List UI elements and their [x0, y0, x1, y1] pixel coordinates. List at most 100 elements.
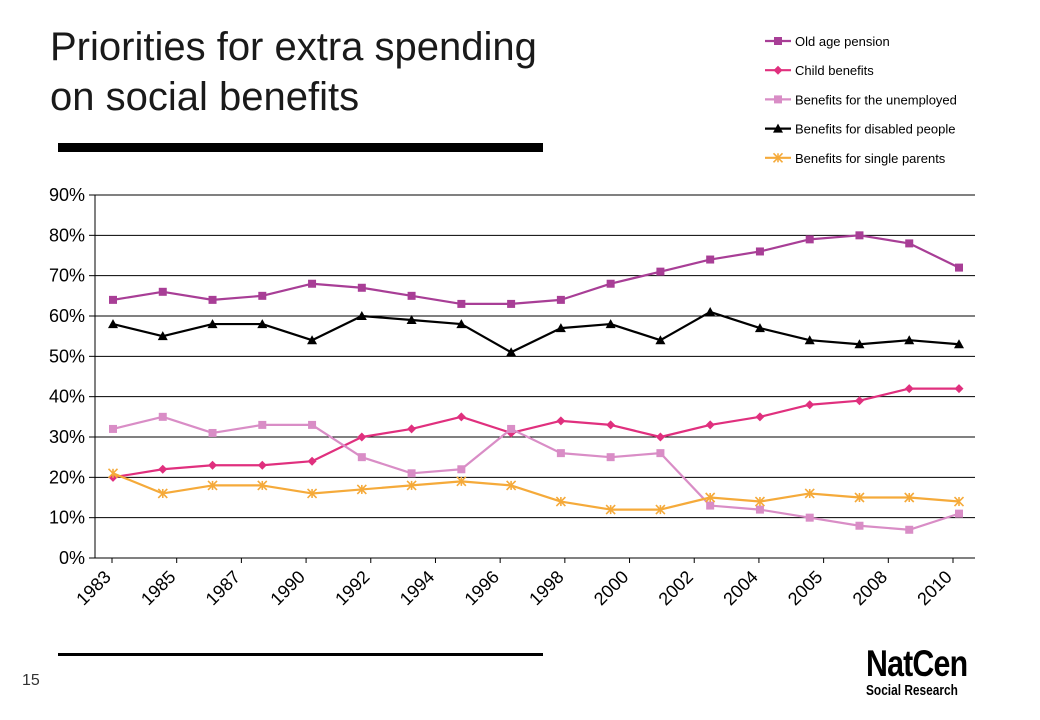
data-point-child-benefits [854, 396, 864, 406]
data-point-child-benefits [257, 460, 267, 470]
data-point-benefits-for-disabled-people [655, 335, 666, 345]
x-tick-label: 2000 [590, 567, 632, 609]
data-point-benefits-for-the-unemployed [556, 449, 565, 458]
legend-marker-benefits-for-the-unemployed [774, 95, 782, 104]
data-point-benefits-for-the-unemployed [109, 424, 117, 433]
data-point-child-benefits [556, 416, 566, 426]
title-line-2: on social benefits [50, 75, 360, 119]
footer-divider [58, 653, 543, 656]
data-point-benefits-for-the-unemployed [606, 453, 615, 462]
data-point-child-benefits [805, 400, 815, 410]
data-point-benefits-for-the-unemployed [457, 465, 466, 474]
slide-number: 15 [22, 672, 40, 689]
data-point-benefits-for-the-unemployed [507, 424, 516, 433]
data-point-benefits-for-single-parents [655, 504, 666, 515]
data-point-benefits-for-disabled-people [108, 319, 118, 329]
data-point-benefits-for-single-parents [306, 488, 318, 499]
data-point-benefits-for-single-parents [207, 480, 218, 491]
series-line-benefits-for-disabled-people [112, 310, 960, 354]
x-tick-label: 1994 [396, 567, 438, 609]
data-point-benefits-for-single-parents [157, 488, 168, 499]
data-point-old-age-pension [556, 295, 565, 304]
x-tick-label: 2004 [719, 567, 761, 609]
data-point-benefits-for-single-parents [605, 504, 616, 515]
legend-marker-benefits-for-single-parents [772, 152, 784, 163]
data-point-old-age-pension [805, 235, 814, 244]
y-tick-label: 10% [49, 508, 85, 528]
data-point-child-benefits [407, 424, 417, 434]
data-point-child-benefits [655, 432, 665, 442]
data-point-benefits-for-single-parents [705, 492, 716, 503]
data-point-benefits-for-the-unemployed [955, 509, 963, 518]
data-point-benefits-for-the-unemployed [855, 521, 864, 530]
data-point-benefits-for-disabled-people [605, 319, 616, 329]
data-point-benefits-for-disabled-people [804, 335, 815, 345]
data-point-benefits-for-single-parents [406, 480, 417, 491]
x-tick-label: 1996 [461, 567, 503, 609]
logo-tagline: Social Research [866, 683, 958, 699]
x-tick-label: 2005 [784, 567, 826, 609]
x-tick-label: 1992 [331, 567, 373, 609]
legend-label-benefits-for-the-unemployed: Benefits for the unemployed [795, 92, 957, 107]
y-tick-label: 60% [49, 306, 85, 326]
data-point-child-benefits [357, 432, 367, 442]
series-line-old-age-pension [112, 234, 960, 305]
data-point-benefits-for-disabled-people [705, 306, 716, 316]
x-tick-label: 2010 [913, 567, 955, 609]
data-point-benefits-for-single-parents [804, 488, 815, 499]
legend-label-benefits-for-single-parents: Benefits for single parents [795, 151, 946, 166]
y-tick-label: 80% [49, 225, 85, 245]
data-point-old-age-pension [706, 255, 715, 264]
data-point-benefits-for-single-parents [456, 476, 467, 487]
legend-label-child-benefits: Child benefits [795, 63, 874, 78]
y-tick-label: 70% [49, 266, 85, 286]
legend-marker-old-age-pension [774, 37, 782, 45]
y-tick-label: 50% [49, 346, 85, 366]
x-tick-label: 2002 [655, 567, 697, 609]
data-point-benefits-for-disabled-people [506, 347, 517, 357]
data-point-old-age-pension [855, 231, 864, 240]
data-point-old-age-pension [457, 299, 466, 308]
data-point-old-age-pension [606, 279, 615, 288]
data-point-benefits-for-single-parents [506, 480, 517, 491]
legend-marker-benefits-for-disabled-people [773, 123, 783, 133]
legend-label-benefits-for-disabled-people: Benefits for disabled people [795, 122, 955, 137]
data-point-benefits-for-the-unemployed [357, 453, 366, 462]
data-point-benefits-for-single-parents [904, 492, 915, 503]
title-underline [58, 143, 543, 152]
data-point-old-age-pension [109, 295, 117, 304]
x-tick-label: 1990 [266, 567, 308, 609]
data-point-benefits-for-disabled-people [904, 335, 915, 345]
data-point-benefits-for-the-unemployed [706, 501, 715, 510]
data-point-benefits-for-single-parents [356, 484, 367, 495]
data-point-benefits-for-the-unemployed [407, 469, 416, 478]
data-point-old-age-pension [905, 239, 914, 248]
data-point-benefits-for-disabled-people [356, 311, 367, 320]
data-point-old-age-pension [955, 263, 963, 272]
data-point-benefits-for-the-unemployed [656, 449, 665, 458]
data-point-benefits-for-disabled-people [954, 339, 964, 349]
data-point-old-age-pension [258, 291, 267, 300]
data-point-old-age-pension [308, 279, 317, 288]
data-point-benefits-for-disabled-people [854, 339, 865, 349]
y-tick-label: 30% [49, 427, 85, 447]
data-point-old-age-pension [407, 291, 416, 300]
data-point-benefits-for-disabled-people [456, 319, 467, 329]
title-line-1: Priorities for extra spending [50, 25, 537, 69]
data-point-benefits-for-disabled-people [406, 315, 417, 325]
data-point-benefits-for-the-unemployed [208, 428, 217, 437]
data-point-benefits-for-disabled-people [257, 319, 268, 329]
y-tick-label: 40% [49, 387, 85, 407]
y-tick-label: 90% [49, 185, 85, 205]
slide-title: Priorities for extra spending on social … [50, 22, 670, 122]
data-point-child-benefits [904, 384, 914, 394]
series-line-child-benefits [112, 387, 959, 479]
data-point-child-benefits [606, 420, 616, 430]
data-point-benefits-for-single-parents [754, 496, 766, 507]
data-point-old-age-pension [507, 299, 516, 308]
data-point-benefits-for-the-unemployed [308, 420, 317, 429]
x-tick-label: 1998 [525, 567, 567, 609]
data-point-benefits-for-the-unemployed [905, 525, 914, 534]
data-point-benefits-for-disabled-people [555, 323, 566, 333]
x-tick-label: 1985 [137, 567, 179, 609]
